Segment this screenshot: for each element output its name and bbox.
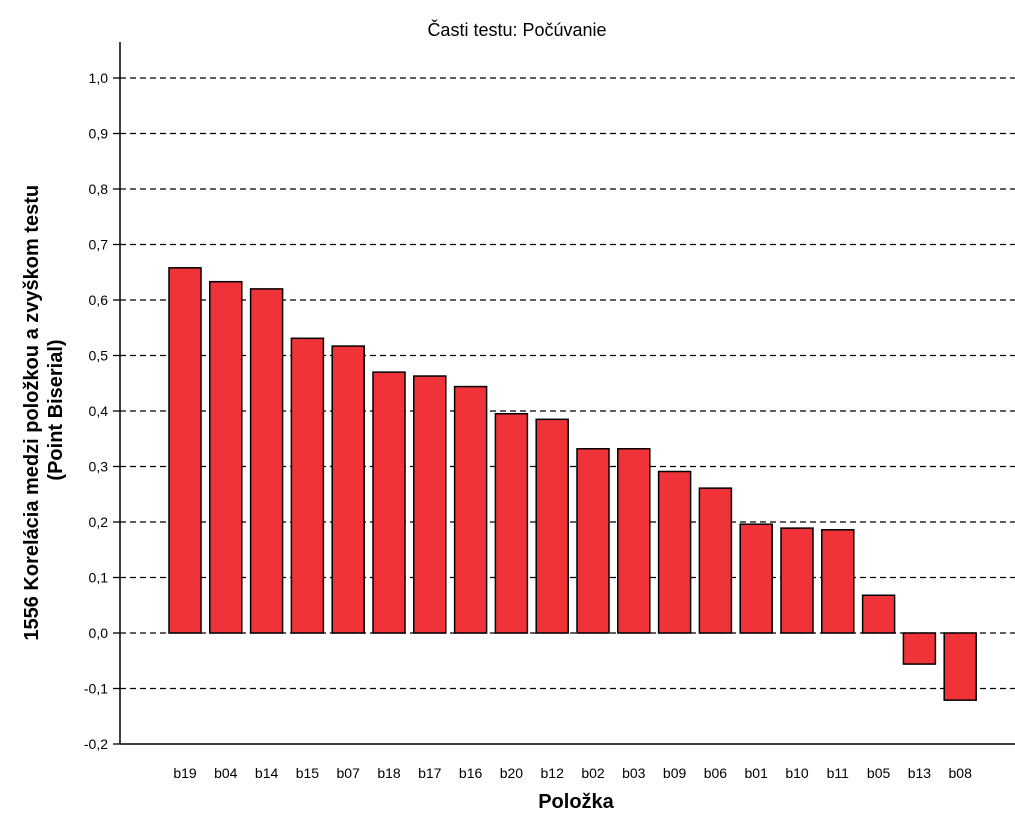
y-tick-label: -0,2 [84,736,108,752]
x-tick-label-b12: b12 [541,765,565,781]
x-tick-label-b10: b10 [785,765,809,781]
chart-title: Časti testu: Počúvanie [427,19,606,40]
y-tick-label: 0,4 [89,403,109,419]
x-tick-label-b16: b16 [459,765,483,781]
y-tick-labels: 1,0 0,9 0,8 0,7 0,6 0,5 0,4 0,3 0,2 0,1 0,0 -0,1 -0,… [84,70,120,752]
bar-b19 [168,267,202,634]
x-tick-label-b11: b11 [827,765,850,781]
y-tick-label: 0,5 [89,348,109,364]
bar-b17 [413,375,447,634]
x-tick-label-b17: b17 [418,765,442,781]
bars [168,267,977,701]
bar-b13 [902,632,937,665]
bar-b15 [290,337,325,634]
x-tick-label-b01: b01 [745,765,769,781]
bar-b14 [249,288,284,634]
x-tick-label-b19: b19 [173,765,197,781]
y-tick-label: 0,1 [89,570,109,586]
bar-b03 [617,447,651,634]
x-tick-label-b15: b15 [296,765,320,781]
x-tick-label-b13: b13 [908,765,932,781]
y-tick-label: 0,8 [89,181,109,197]
y-axis-title-line-2: (Point Biserial) [45,339,67,480]
y-tick-label: 0,7 [89,237,109,253]
bar-b05 [861,594,896,634]
y-tick-label: 0,2 [89,514,109,530]
x-tick-label-b05: b05 [867,765,891,781]
bar-b20 [494,413,529,634]
x-tick-label-b07: b07 [337,765,361,781]
bar-b08 [943,632,977,701]
bar-b04 [209,280,243,634]
x-tick-label-b06: b06 [704,765,728,781]
bar-b09 [657,470,692,634]
x-tick-label-b03: b03 [622,765,646,781]
x-tick-label-b04: b04 [214,765,238,781]
bar-b06 [698,487,733,634]
x-axis-title: Položka [538,791,614,813]
bar-b12 [535,418,569,634]
y-tick-label: 0,0 [89,625,109,641]
x-tick-label-b20: b20 [500,765,524,781]
bar-b10 [780,527,814,634]
y-tick-label: 0,6 [89,292,109,308]
bar-b11 [821,529,855,634]
bar-b07 [331,345,365,634]
x-tick-label-b14: b14 [255,765,279,781]
bar-b02 [576,447,610,634]
y-tick-label: 0,3 [89,459,109,475]
y-axis-title: 1556 Korelácia medzi položkou a zvyškom … [21,179,67,640]
x-tick-label-b09: b09 [663,765,687,781]
x-tick-label-b08: b08 [949,765,973,781]
bar-b16 [453,385,488,634]
y-tick-label: 0,9 [89,126,109,142]
y-axis-title-line-1: 1556 Korelácia medzi položkou a zvyškom … [21,185,43,641]
x-tick-labels: b19 b04 b14 b15 b07 b18 b17 b16 b20 b12 b02 b03 b09 b… [173,765,972,781]
y-tick-label: -0,1 [84,681,108,697]
bar-b01 [739,523,773,634]
bar-b18 [372,371,406,634]
x-tick-label-b18: b18 [377,765,401,781]
y-tick-label: 1,0 [89,70,109,86]
x-tick-label-b02: b02 [581,765,605,781]
